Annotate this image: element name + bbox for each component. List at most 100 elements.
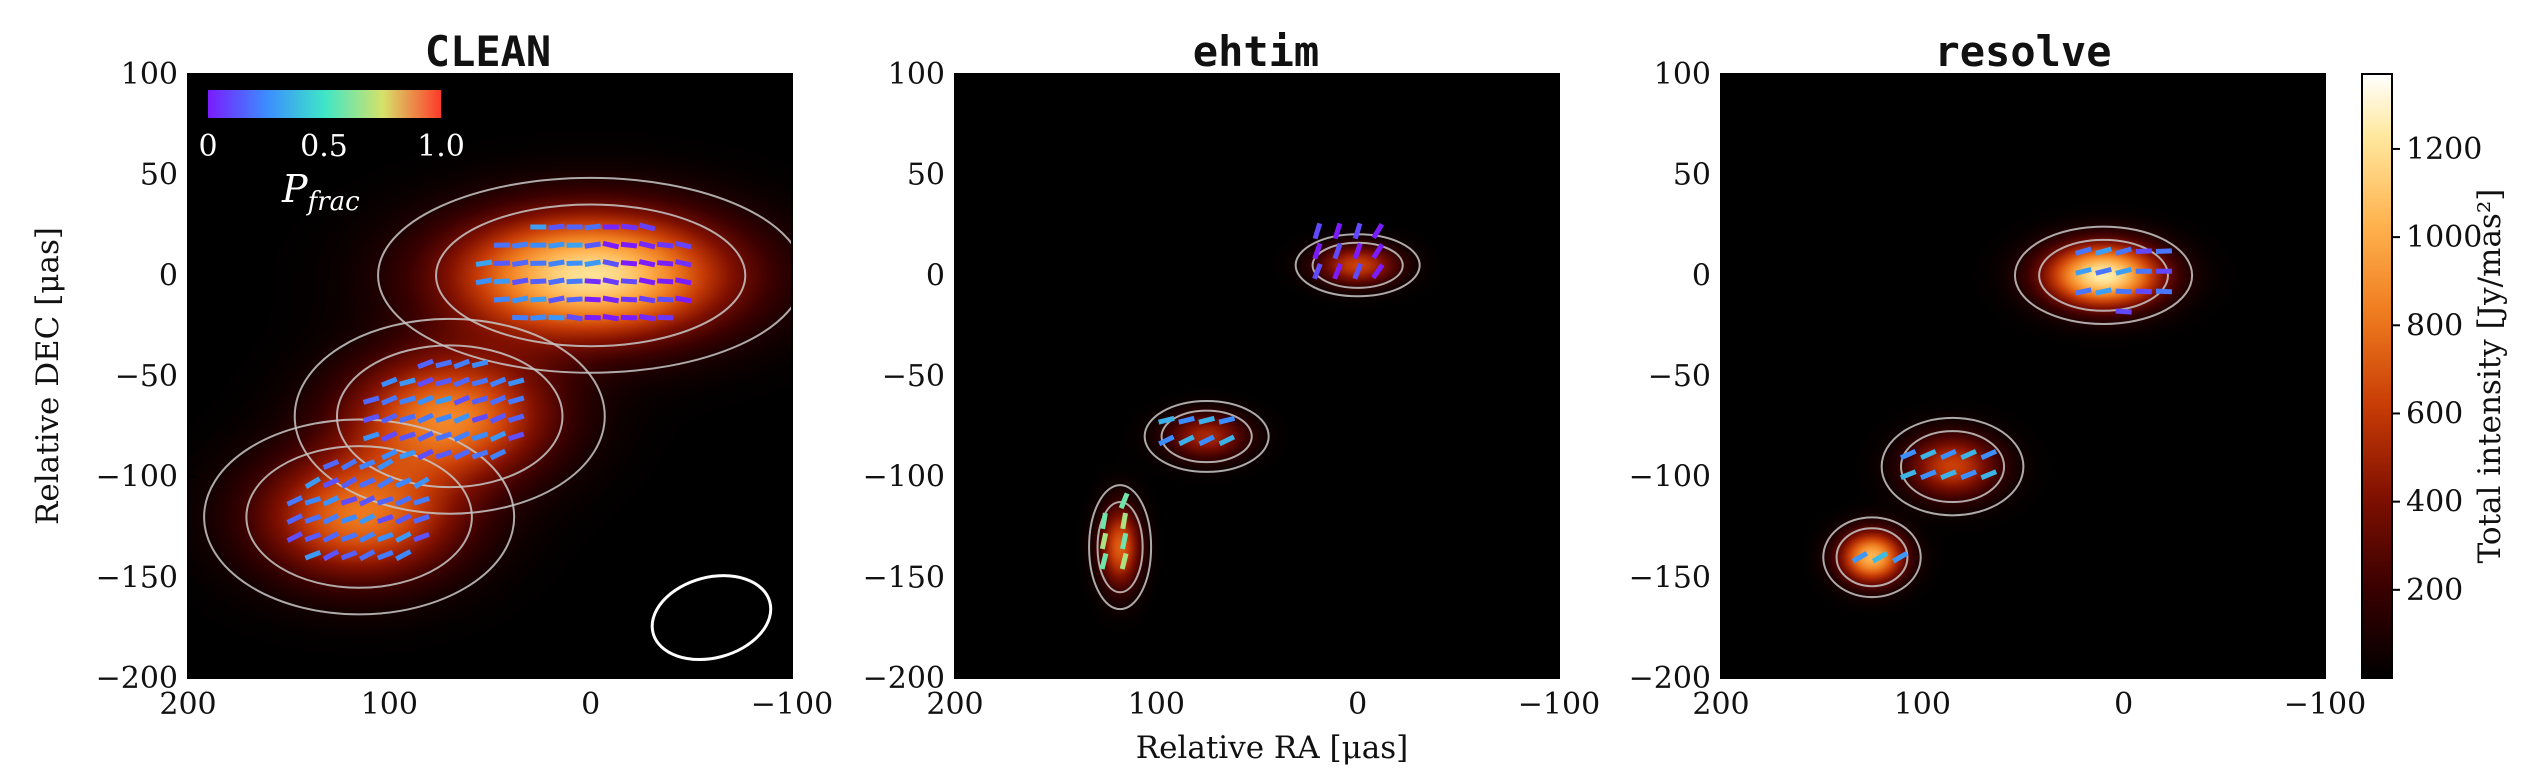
evpa-tick xyxy=(2115,246,2133,256)
evpa-tick xyxy=(530,296,547,303)
x-tick-label: 100 xyxy=(361,687,418,722)
panel-title-clean: CLEAN xyxy=(425,27,551,76)
intensity-map xyxy=(1721,74,2325,678)
x-tick-label: −100 xyxy=(2284,687,2366,722)
colorbar-tick-label: 1000 xyxy=(2406,220,2482,255)
evpa-tick xyxy=(340,476,358,489)
evpa-tick xyxy=(453,412,471,424)
evpa-tick xyxy=(380,394,398,406)
x-tick-label: 200 xyxy=(1692,687,1749,722)
panel-clean: CLEAN 200 100 0 −100 100500−50−100−150−200 … xyxy=(96,27,834,722)
evpa-tick xyxy=(2115,308,2132,315)
evpa-tick xyxy=(584,223,601,231)
x-tick-label: −100 xyxy=(1518,687,1600,722)
image-area-ehtim xyxy=(955,74,1559,678)
intensity-colorbar-bar xyxy=(2361,73,2393,679)
contour-line xyxy=(1311,241,1404,289)
contour-line xyxy=(293,317,606,515)
evpa-tick xyxy=(340,495,358,506)
contour-line xyxy=(2013,225,2194,326)
evpa-tick xyxy=(435,449,453,460)
evpa-tick xyxy=(1980,448,1998,461)
evpa-tick xyxy=(1899,469,1917,480)
panel-title-resolve: resolve xyxy=(1934,27,2111,76)
panel-ehtim: ehtim 200 100 0 −100 100 50 0 −50 −100 −150 −200 xyxy=(863,27,1601,722)
y-axis-label: Relative DEC [μas] xyxy=(30,227,66,525)
contour-line xyxy=(245,445,473,589)
x-tick-label: 100 xyxy=(1128,687,1185,722)
evpa-tick xyxy=(620,278,638,285)
y-tick-label: −50 xyxy=(882,359,945,394)
y-tick-label: −100 xyxy=(1629,460,1711,495)
evpa-tick xyxy=(638,240,656,250)
evpa-tick xyxy=(286,495,304,507)
contour-line xyxy=(2038,238,2169,312)
evpa-tick xyxy=(493,296,511,303)
evpa-tick xyxy=(2095,287,2112,296)
evpa-tick xyxy=(674,240,692,250)
evpa-tick xyxy=(2155,288,2173,295)
evpa-tick xyxy=(358,513,376,525)
evpa-tick xyxy=(453,376,471,388)
evpa-tick xyxy=(1940,469,1957,480)
evpa-tick xyxy=(638,222,656,232)
evpa-tick xyxy=(1100,512,1108,530)
evpa-tick xyxy=(602,277,620,286)
image-area-resolve xyxy=(1721,74,2325,678)
evpa-tick xyxy=(1332,242,1343,260)
evpa-tick xyxy=(602,259,620,268)
evpa-tick xyxy=(376,531,394,543)
colorbar-tick-label: 200 xyxy=(2406,573,2463,608)
evpa-tick xyxy=(2155,248,2173,254)
evpa-tick xyxy=(435,377,453,387)
evpa-tick xyxy=(435,359,453,369)
evpa-tick xyxy=(656,241,674,249)
contour-line xyxy=(1160,409,1253,464)
contour-line xyxy=(203,418,516,616)
evpa-tick xyxy=(358,549,376,562)
colorbar-tick-label: 400 xyxy=(2406,485,2463,520)
x-tick-label: −100 xyxy=(751,687,833,722)
evpa-tick xyxy=(1352,262,1363,280)
evpa-tick xyxy=(417,430,434,443)
y-tick-label: −150 xyxy=(863,560,945,595)
evpa-region xyxy=(1851,551,1909,564)
y-tick-label: −150 xyxy=(96,560,178,595)
evpa-tick xyxy=(638,259,656,268)
evpa-tick xyxy=(1158,434,1175,447)
evpa-tick xyxy=(2095,246,2112,256)
evpa-tick xyxy=(548,223,565,231)
y-tick-label: −50 xyxy=(115,359,178,394)
evpa-tick xyxy=(399,413,416,424)
contour-line xyxy=(435,203,747,348)
evpa-tick xyxy=(1099,552,1109,570)
evpa-tick xyxy=(471,359,489,369)
x-ticks-ehtim: 200 100 0 −100 xyxy=(926,669,1600,722)
evpa-tick xyxy=(322,513,340,525)
evpa-tick xyxy=(1352,242,1363,260)
evpa-tick xyxy=(395,513,412,525)
evpa-tick xyxy=(1371,243,1385,260)
evpa-tick xyxy=(395,531,412,543)
x-tick-label: 100 xyxy=(1894,687,1951,722)
evpa-tick xyxy=(358,477,376,489)
evpa-tick xyxy=(413,476,430,489)
evpa-tick xyxy=(620,296,638,303)
evpa-tick xyxy=(1099,532,1109,550)
x-tick-label: 200 xyxy=(159,687,216,722)
evpa-tick xyxy=(1312,222,1323,240)
evpa-tick xyxy=(417,394,434,406)
image-area-clean xyxy=(188,74,792,678)
evpa-tick xyxy=(2095,266,2112,276)
evpa-tick xyxy=(376,495,394,506)
evpa-tick xyxy=(395,495,412,507)
intensity-map xyxy=(955,74,1559,678)
evpa-tick xyxy=(1218,415,1236,425)
evpa-tick xyxy=(657,296,674,303)
y-tick-label: −200 xyxy=(96,661,178,696)
evpa-tick xyxy=(1899,448,1917,461)
evpa-region xyxy=(1099,492,1130,570)
evpa-tick xyxy=(566,278,583,285)
evpa-tick xyxy=(1120,512,1128,530)
evpa-tick xyxy=(399,377,416,387)
